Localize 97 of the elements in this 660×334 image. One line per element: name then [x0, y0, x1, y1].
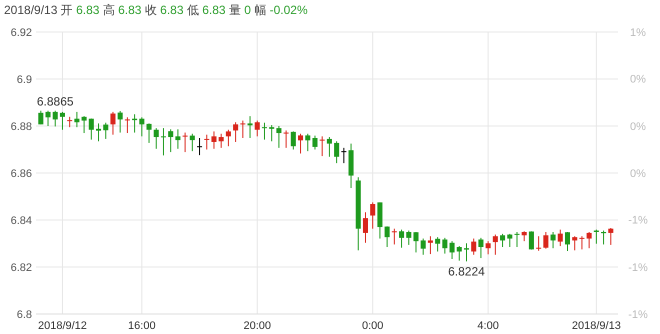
y-tick-label: 6.84	[10, 214, 32, 227]
y-tick-label: 6.82	[10, 262, 32, 274]
candlestick	[88, 118, 94, 140]
candlestick	[290, 130, 296, 150]
candlestick	[118, 110, 123, 134]
candlestick	[579, 236, 584, 250]
x-tick-label: 16:00	[128, 320, 156, 332]
candlestick	[139, 116, 144, 137]
candlestick	[586, 231, 592, 249]
candlestick	[594, 229, 599, 244]
candlestick	[190, 133, 195, 152]
candlestick	[341, 147, 346, 164]
y2-tick-label: -1%	[628, 214, 648, 227]
candlestick	[514, 231, 520, 248]
candlestick	[456, 246, 462, 262]
candlestick	[507, 233, 512, 248]
candlestick	[572, 236, 578, 251]
candlestick	[608, 227, 614, 246]
y-tick-label: 6.8	[16, 308, 32, 321]
candlestick	[392, 228, 397, 245]
candlestick	[67, 116, 72, 128]
candlestick	[564, 231, 570, 252]
candlestick	[254, 120, 260, 137]
candlestick	[103, 122, 108, 140]
candlestick	[486, 240, 491, 255]
candlestick	[218, 133, 224, 148]
candlestick	[536, 236, 542, 252]
candlestick	[211, 130, 216, 150]
candlestick	[204, 134, 210, 150]
x-tick-label: 4:00	[477, 320, 499, 332]
candlestick	[442, 237, 448, 254]
y2-tick-label: 0%	[630, 168, 646, 180]
candlestick	[168, 128, 174, 153]
y-tick-label: 6.9	[16, 74, 32, 86]
y2-tick-label: 0%	[630, 120, 646, 133]
candlestick	[305, 133, 310, 152]
candlestick	[226, 129, 231, 147]
candlestick	[182, 132, 188, 153]
candlestick	[233, 122, 238, 142]
candlestick	[146, 122, 152, 144]
candlestick	[298, 133, 304, 154]
y-tick-label: 6.88	[10, 120, 32, 133]
candlestick	[312, 135, 318, 150]
candlestick	[160, 128, 166, 156]
candlestick	[399, 229, 404, 248]
candlestick	[52, 110, 58, 127]
candlestick	[370, 202, 376, 230]
candlestick	[320, 136, 325, 157]
candlestick	[362, 212, 368, 244]
candlestick	[558, 229, 563, 247]
x-tick-label: 2018/9/12	[38, 320, 87, 332]
candlestick	[406, 230, 412, 246]
y2-tick-label: -1%	[628, 262, 648, 274]
y2-tick-label: 0%	[630, 74, 646, 86]
candlestick	[334, 140, 340, 164]
candlestick	[132, 114, 138, 134]
candlestick	[110, 111, 116, 136]
candlestick	[284, 130, 289, 148]
candlestick	[550, 231, 556, 249]
candlestick	[471, 238, 476, 256]
candlestick	[74, 111, 80, 128]
y2-tick-label: 1%	[630, 26, 646, 39]
x-tick-label: 0:00	[362, 320, 384, 332]
candlestick	[326, 136, 332, 158]
candlestick	[543, 231, 548, 250]
candlestick	[500, 233, 506, 248]
candlestick	[492, 234, 498, 256]
candlestick	[262, 122, 267, 140]
candlestick	[435, 236, 440, 252]
candlestick	[478, 237, 484, 259]
candlestick	[269, 124, 274, 142]
candlestick	[240, 120, 246, 138]
y-tick-label: 6.92	[10, 26, 32, 39]
candlestick	[46, 110, 51, 126]
candlestick	[420, 238, 426, 256]
x-tick-label: 20:00	[243, 320, 272, 332]
annotation: 6.8224	[448, 264, 486, 278]
candlestick	[154, 128, 159, 150]
candlestick	[175, 128, 180, 150]
candlestick	[82, 116, 87, 134]
candlestick	[124, 116, 130, 134]
candlestick	[450, 240, 455, 260]
candlestick	[522, 230, 527, 242]
annotation: 6.8865	[36, 94, 74, 109]
chart-title: 2018/9/13 开 6.83 高 6.83 收 6.83 低 6.83 量 0 幅 -0.02%	[4, 3, 308, 17]
candlestick	[276, 126, 282, 148]
candlestick	[197, 137, 202, 156]
candlestick	[38, 110, 44, 125]
candlestick	[60, 111, 65, 130]
candlestick	[413, 231, 419, 253]
candlestick	[464, 242, 470, 262]
y2-tick-label: -1%	[628, 308, 648, 321]
y-tick-label: 6.86	[10, 168, 32, 180]
candlestick	[248, 116, 253, 138]
x-tick-label: 2018/9/13	[572, 320, 621, 332]
candlestick	[384, 226, 390, 248]
candlestick	[428, 236, 433, 255]
